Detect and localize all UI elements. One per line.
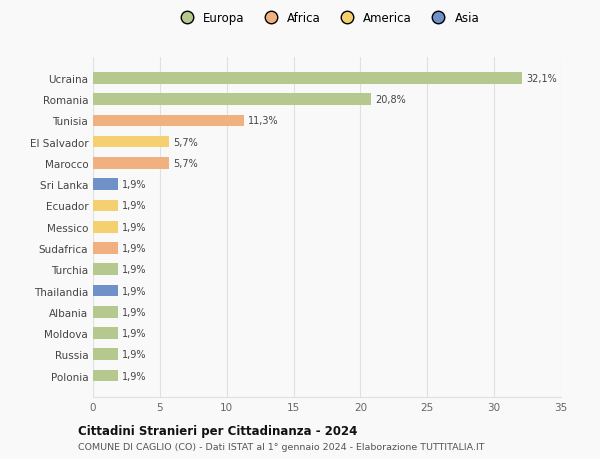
Text: 1,9%: 1,9% <box>122 307 147 317</box>
Text: 1,9%: 1,9% <box>122 201 147 211</box>
Text: 1,9%: 1,9% <box>122 350 147 359</box>
Text: 1,9%: 1,9% <box>122 180 147 190</box>
Text: Cittadini Stranieri per Cittadinanza - 2024: Cittadini Stranieri per Cittadinanza - 2… <box>78 425 358 437</box>
Bar <box>93 179 118 190</box>
Text: 1,9%: 1,9% <box>122 265 147 274</box>
Bar <box>93 158 169 169</box>
Text: 5,7%: 5,7% <box>173 158 198 168</box>
Bar <box>93 136 169 148</box>
Bar <box>93 221 118 233</box>
Text: 20,8%: 20,8% <box>375 95 406 105</box>
Text: 1,9%: 1,9% <box>122 222 147 232</box>
Bar <box>93 349 118 360</box>
Bar <box>93 327 118 339</box>
Bar <box>93 243 118 254</box>
Bar <box>93 306 118 318</box>
Legend: Europa, Africa, America, Asia: Europa, Africa, America, Asia <box>175 12 479 25</box>
Text: 1,9%: 1,9% <box>122 371 147 381</box>
Bar <box>93 264 118 275</box>
Text: 1,9%: 1,9% <box>122 243 147 253</box>
Text: 32,1%: 32,1% <box>526 73 557 84</box>
Text: 5,7%: 5,7% <box>173 137 198 147</box>
Text: COMUNE DI CAGLIO (CO) - Dati ISTAT al 1° gennaio 2024 - Elaborazione TUTTITALIA.: COMUNE DI CAGLIO (CO) - Dati ISTAT al 1°… <box>78 442 485 451</box>
Bar <box>93 370 118 381</box>
Bar <box>93 200 118 212</box>
Bar <box>93 115 244 127</box>
Text: 1,9%: 1,9% <box>122 328 147 338</box>
Text: 11,3%: 11,3% <box>248 116 279 126</box>
Bar <box>93 94 371 106</box>
Bar <box>93 73 522 84</box>
Bar <box>93 285 118 297</box>
Text: 1,9%: 1,9% <box>122 286 147 296</box>
